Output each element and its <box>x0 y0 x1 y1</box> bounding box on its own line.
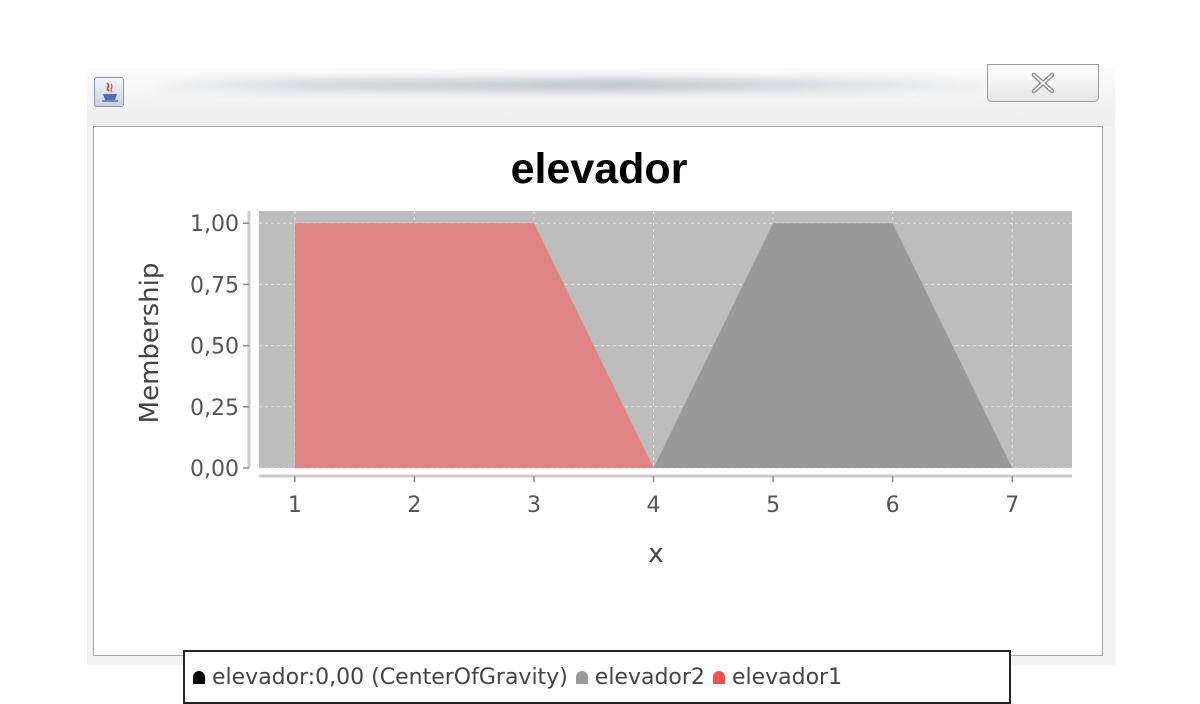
x-tick-label-1: 1 <box>288 493 302 518</box>
window-title-blurred <box>147 78 1007 92</box>
legend-swatch-elevador1 <box>712 670 725 684</box>
y-tick-label-1,00: 1,00 <box>190 212 239 237</box>
legend-label-cog: elevador:0,00 (CenterOfGravity) <box>212 664 568 690</box>
plot-area: 0,00 0,25 0,50 0,75 1,00 1 2 3 4 5 6 7 <box>190 211 1072 518</box>
x-tick-label-4: 4 <box>647 493 661 518</box>
chart-title: elevador <box>510 145 688 193</box>
x-tick-label-5: 5 <box>766 493 780 518</box>
series-area-elevador2 <box>653 223 1013 468</box>
y-tick-label-0,50: 0,50 <box>190 335 239 360</box>
series-area-elevador1 <box>294 223 654 468</box>
y-tick-label-0,00: 0,00 <box>190 457 239 482</box>
x-tick-label-2: 2 <box>407 493 421 518</box>
legend-entry-elevador2: elevador2 <box>575 664 705 690</box>
legend: elevador:0,00 (CenterOfGravity) elevador… <box>183 650 1011 704</box>
legend-label-elevador1: elevador1 <box>731 664 843 690</box>
x-axis-label: x <box>648 539 664 569</box>
y-tick-label-0,75: 0,75 <box>190 273 239 298</box>
app-window: elevador Membership x 0,00 0,25 0,50 0,75 1,… <box>87 64 1115 704</box>
java-icon[interactable] <box>94 77 124 107</box>
x-tick-label-3: 3 <box>527 493 541 518</box>
legend-label-elevador2: elevador2 <box>594 664 705 690</box>
y-tick-label-0,25: 0,25 <box>190 396 239 421</box>
x-tick-label-7: 7 <box>1005 493 1019 518</box>
legend-swatch-cog <box>193 670 205 684</box>
close-button[interactable] <box>987 64 1099 102</box>
close-x-icon <box>1031 72 1055 94</box>
chart-panel: elevador Membership x 0,00 0,25 0,50 0,75 1,… <box>93 126 1103 704</box>
title-bar[interactable] <box>87 64 1115 126</box>
legend-entry-cog: elevador:0,00 (CenterOfGravity) <box>193 665 568 690</box>
legend-swatch-elevador2 <box>575 670 588 684</box>
x-tick-label-6: 6 <box>886 493 900 518</box>
legend-entry-elevador1: elevador1 <box>712 664 843 690</box>
